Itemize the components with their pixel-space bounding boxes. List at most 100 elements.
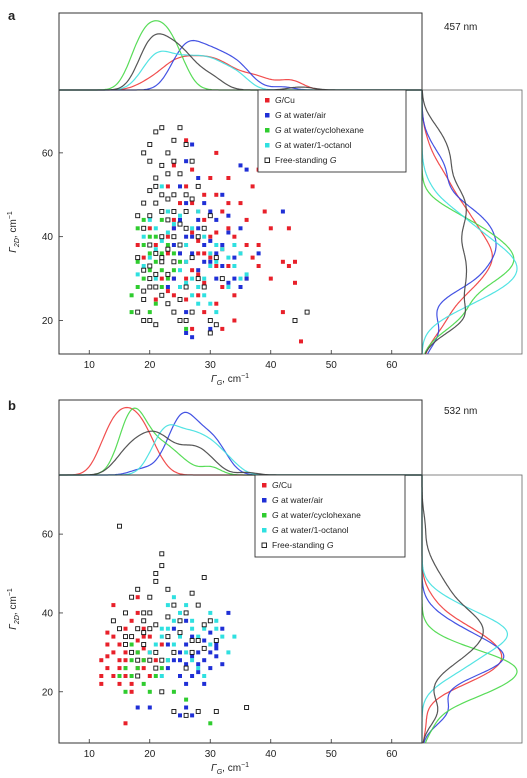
data-point (171, 251, 176, 256)
data-point (165, 614, 171, 620)
data-point (159, 162, 165, 168)
data-point (147, 657, 153, 663)
panel-a-x-tick-label: 40 (265, 360, 277, 371)
data-point (214, 217, 219, 222)
data-point (207, 618, 213, 624)
legend-marker (264, 157, 270, 163)
data-point (202, 192, 207, 197)
data-point (153, 243, 158, 247)
data-point (147, 255, 152, 260)
panel-b-x-axis-label: ΓG, cm−1 (211, 762, 249, 776)
data-point (184, 276, 189, 281)
data-point (165, 289, 170, 294)
data-point (153, 658, 158, 663)
data-point (213, 638, 219, 643)
data-point (129, 594, 135, 600)
data-point (165, 196, 171, 202)
density-curve-right (421, 475, 503, 744)
data-point (117, 626, 122, 632)
panel-b-x-ticks: 10 20 30 40 50 60 (84, 739, 398, 760)
data-point (214, 642, 219, 647)
data-point (190, 335, 195, 340)
panel-a-top-density-curves (59, 20, 422, 91)
panel-a: a 457 nm 10 20 30 40 50 60 20 40 60 G/Cu G at wa… (7, 8, 523, 387)
data-point (153, 200, 159, 206)
data-point (190, 201, 195, 206)
data-point (123, 721, 128, 726)
panel-b-legend (254, 474, 406, 558)
data-point (190, 230, 195, 235)
data-point (147, 188, 153, 194)
panel-a-x-axis-label: ΓG, cm−1 (211, 373, 249, 387)
panel-a-x-tick-label: 10 (84, 360, 96, 371)
panel-b-label: b (8, 398, 16, 413)
data-point (123, 610, 128, 616)
data-point (202, 626, 207, 631)
panel-b-right-density-curves (421, 475, 518, 744)
data-point (208, 264, 213, 268)
panel-a-right-density-curves (421, 90, 518, 355)
data-point (135, 586, 141, 592)
panel-b-x-tick-label: 40 (265, 749, 277, 760)
data-point (178, 658, 182, 663)
data-point (190, 167, 195, 172)
legend-label: G at water/1-octanol (275, 140, 352, 150)
panel-a-y-tick-label: 20 (42, 316, 54, 327)
data-point (147, 268, 152, 273)
data-point (226, 226, 231, 231)
data-point (177, 297, 183, 302)
density-curve-right (421, 90, 515, 355)
data-point (184, 697, 189, 702)
data-point (159, 689, 165, 695)
data-point (220, 662, 225, 667)
data-point (159, 634, 164, 639)
density-curve-top (59, 20, 422, 91)
data-point (208, 642, 213, 647)
panel-a-y-ticks: 20 40 60 (42, 148, 63, 327)
data-point (177, 318, 183, 323)
data-point (111, 603, 116, 608)
data-point (190, 293, 195, 298)
data-point (165, 209, 170, 214)
data-point (195, 276, 201, 282)
data-point (177, 221, 183, 227)
data-point (159, 563, 165, 569)
data-point (171, 626, 176, 631)
data-point (189, 638, 195, 643)
panel-a-data-points (129, 125, 310, 344)
data-point (165, 666, 170, 671)
panel-b-plot-frame (58, 474, 423, 744)
data-point (177, 125, 183, 131)
panel-a-legend (257, 89, 407, 173)
data-point (238, 201, 243, 206)
data-point (159, 255, 165, 261)
data-point (184, 681, 189, 686)
data-point (208, 650, 213, 655)
legend-label: G at water/air (272, 495, 323, 505)
panel-a-label: a (8, 8, 16, 23)
data-point (165, 230, 170, 235)
data-point (129, 649, 135, 655)
data-point (190, 268, 195, 273)
data-point (135, 285, 140, 289)
data-point (220, 192, 225, 197)
data-point (184, 243, 189, 247)
data-point (196, 666, 201, 671)
data-point (171, 595, 176, 600)
data-point (196, 268, 201, 273)
data-point (147, 634, 152, 639)
data-point (171, 309, 177, 315)
panel-b-legend-items: G/Cu G at water/air G at water/cyclohexane… (261, 480, 361, 550)
data-point (196, 217, 201, 222)
data-point (159, 674, 164, 678)
data-point (256, 264, 261, 268)
data-point (147, 594, 153, 600)
data-point (190, 674, 195, 678)
data-point (189, 196, 195, 202)
data-point (129, 689, 134, 694)
data-point (159, 259, 165, 265)
data-point (184, 259, 189, 264)
data-point (178, 251, 182, 256)
panel-b: b 532 nm 10 20 30 40 50 60 20 40 60 G/Cu G at wa… (7, 398, 523, 776)
legend-label: G/Cu (275, 95, 295, 105)
